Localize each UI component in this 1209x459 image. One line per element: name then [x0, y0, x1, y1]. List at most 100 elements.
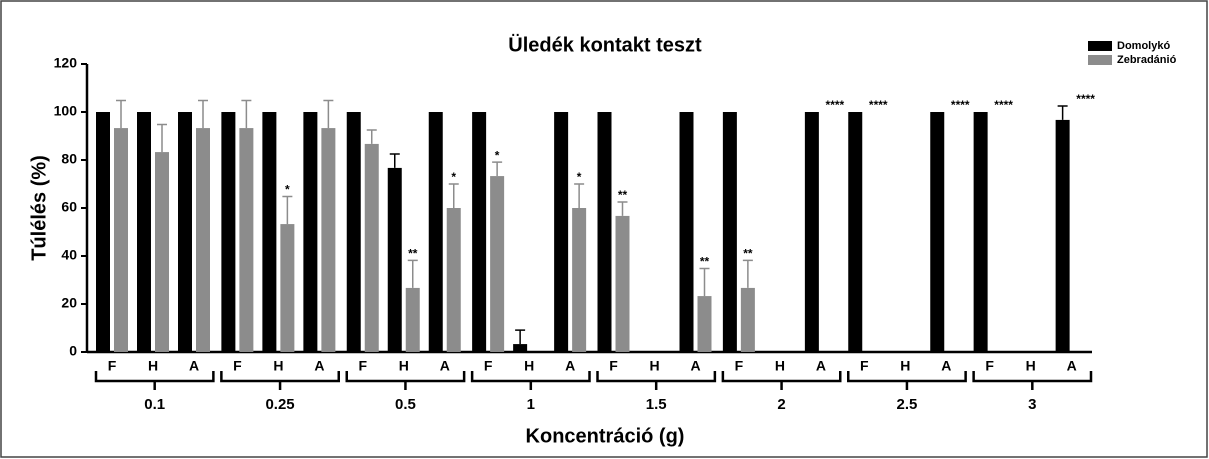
significance-label: * — [285, 183, 290, 197]
bar — [155, 152, 169, 352]
bar — [178, 112, 192, 352]
bar — [196, 128, 210, 352]
bar — [96, 112, 110, 352]
significance-label: * — [577, 170, 582, 184]
error-bar — [198, 99, 208, 129]
significance-label: ** — [408, 246, 418, 260]
significance-label: * — [451, 170, 456, 184]
bar — [346, 112, 361, 352]
bar — [1055, 119, 1070, 352]
group-label: 2 — [777, 396, 785, 413]
x-tick-label: F — [108, 358, 117, 374]
bar — [572, 208, 587, 352]
significance-label: * — [495, 148, 500, 162]
y-tick-label: 100 — [54, 103, 78, 119]
significance-label: **** — [826, 98, 845, 112]
x-tick-label: A — [440, 358, 450, 374]
bar — [114, 128, 128, 352]
group-bracket — [220, 371, 340, 390]
bar — [930, 112, 945, 352]
bar — [554, 112, 569, 352]
error-bar — [157, 123, 167, 153]
significance-label: ** — [618, 188, 628, 202]
group-bracket — [721, 371, 842, 390]
x-tick-label: H — [399, 358, 409, 374]
bar — [472, 112, 487, 352]
y-tick-label: 40 — [61, 247, 77, 263]
group-bracket — [345, 371, 466, 390]
x-tick-label: H — [524, 358, 534, 374]
significance-label: **** — [1076, 92, 1095, 106]
bar — [973, 112, 988, 352]
x-axis-label: Koncentráció (g) — [526, 425, 685, 447]
group-bracket — [94, 371, 215, 390]
bar — [239, 128, 254, 352]
bar — [597, 112, 612, 352]
y-tick-label: 60 — [61, 199, 77, 215]
bar — [321, 128, 336, 352]
x-tick-label: F — [233, 358, 242, 374]
group-bracket — [470, 371, 591, 390]
error-bar — [1057, 105, 1068, 120]
bar — [303, 112, 318, 352]
x-tick-label: H — [900, 358, 910, 374]
bar — [387, 167, 402, 352]
error-bar — [241, 99, 252, 129]
bar — [428, 112, 443, 352]
legend-swatch — [1088, 55, 1112, 65]
error-bar — [366, 129, 377, 144]
chart-title: Üledék kontakt teszt — [508, 33, 702, 56]
x-tick-label: A — [690, 358, 700, 374]
group-bracket — [847, 371, 967, 390]
significance-label: ** — [700, 255, 710, 269]
bar — [697, 296, 712, 352]
x-tick-label: F — [735, 358, 744, 374]
bar — [804, 112, 819, 352]
error-bar — [448, 183, 459, 208]
x-tick-label: F — [609, 358, 618, 374]
significance-label: **** — [994, 98, 1013, 112]
x-tick-label: A — [941, 358, 951, 374]
x-tick-label: F — [860, 358, 869, 374]
group-bracket — [972, 371, 1093, 390]
y-tick-label: 0 — [69, 343, 77, 359]
y-axis-label: Túlélés (%) — [28, 155, 50, 261]
error-bar — [574, 183, 585, 208]
x-tick-label: A — [816, 358, 826, 374]
legend-swatch — [1088, 41, 1112, 51]
y-tick-label: 80 — [61, 151, 77, 167]
group-label: 1 — [527, 396, 535, 413]
bar — [364, 143, 379, 352]
error-bar — [617, 201, 628, 216]
significance-label: **** — [869, 98, 888, 112]
error-bar — [492, 161, 503, 177]
bar — [848, 112, 863, 352]
significance-label: **** — [951, 98, 970, 112]
x-tick-label: F — [484, 358, 493, 374]
x-tick-label: H — [273, 358, 283, 374]
bar — [405, 287, 420, 352]
error-bar — [323, 99, 334, 129]
bar — [490, 176, 505, 352]
error-bar — [407, 259, 418, 288]
group-label: 0.25 — [265, 396, 294, 413]
bar — [137, 112, 151, 352]
group-label: 0.1 — [144, 396, 165, 413]
legend-label: Domolykó — [1117, 40, 1170, 52]
error-bar — [282, 195, 293, 225]
group-label: 2.5 — [897, 396, 918, 413]
bar — [722, 112, 737, 352]
bar — [262, 112, 277, 352]
error-bar — [389, 153, 400, 168]
bar — [446, 208, 461, 352]
x-tick-label: H — [775, 358, 785, 374]
legend-label: Zebradánió — [1117, 54, 1177, 66]
group-label: 1.5 — [646, 396, 667, 413]
x-tick-label: F — [985, 358, 994, 374]
bar — [615, 215, 630, 352]
x-tick-label: H — [1026, 358, 1036, 374]
error-bar — [515, 329, 526, 345]
group-label: 0.5 — [395, 396, 416, 413]
group-label: 3 — [1028, 396, 1036, 413]
